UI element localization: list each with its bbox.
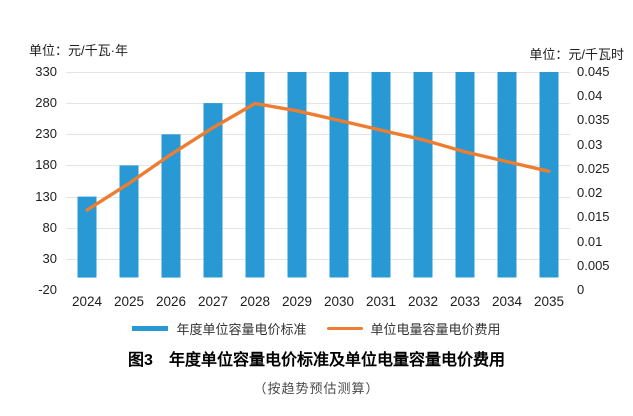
bar-series-swatch-icon [132, 326, 169, 331]
x-axis-label: 2024 [71, 294, 103, 309]
x-axis-label: 2029 [281, 294, 313, 309]
bar-2028 [245, 72, 265, 278]
bar-2032 [413, 72, 433, 278]
legend: 年度单位容量电价标准 单位电量容量电价费用 [0, 319, 633, 338]
right-axis-tick: 0.035 [577, 112, 610, 128]
right-axis-tick: 0.02 [577, 185, 603, 201]
left-axis-tick: 280 [35, 95, 57, 111]
x-axis-label: 2027 [197, 294, 229, 309]
x-axis-label: 2030 [323, 294, 355, 309]
plot-area [66, 72, 570, 278]
x-axis-label: 2026 [155, 294, 187, 309]
bar-2031 [371, 72, 391, 278]
left-axis-tick: 130 [35, 188, 57, 204]
x-axis-label: 2033 [449, 294, 481, 309]
bar-2034 [497, 72, 517, 278]
bar-2029 [287, 72, 307, 278]
left-axis-tick: 80 [42, 219, 57, 235]
chart-title: 图3 年度单位容量电价标准及单位电量容量电价费用 [128, 352, 505, 369]
bar-2026 [161, 134, 181, 278]
x-axis-label: 2034 [491, 294, 523, 309]
bar-2024 [77, 196, 97, 278]
bar-2035 [539, 72, 559, 278]
bar-2033 [455, 72, 475, 278]
left-axis-unit-label: 单位：元/千瓦·年 [29, 43, 128, 58]
bar-2025 [119, 165, 139, 278]
left-axis-tick: 180 [35, 157, 57, 173]
x-axis-label: 2028 [239, 294, 271, 309]
legend-item-bar-series: 年度单位容量电价标准 [132, 319, 307, 338]
right-axis-tick: 0.045 [577, 64, 610, 79]
bar-2030 [329, 72, 349, 278]
right-axis-tick: 0.01 [577, 233, 603, 249]
right-axis-tick: 0.005 [577, 257, 610, 273]
line-series-swatch-icon [326, 327, 363, 330]
bar-2027 [203, 103, 223, 278]
legend-bar-series-label: 年度单位容量电价标准 [176, 322, 307, 337]
right-axis-tick: 0.03 [577, 136, 603, 152]
left-axis-tick: 30 [42, 250, 57, 266]
legend-item-line-series: 单位电量容量电价费用 [326, 319, 501, 338]
line-series [85, 101, 551, 212]
legend-line-series-label: 单位电量容量电价费用 [370, 322, 501, 337]
x-axis-label: 2031 [365, 294, 397, 309]
left-axis-tick: 230 [35, 126, 57, 142]
chart-subtitle: （按趋势预估测算） [253, 381, 380, 396]
left-axis-tick: 330 [35, 64, 57, 79]
right-axis-tick: 0 [577, 282, 585, 297]
right-axis-tick: 0.04 [577, 88, 603, 104]
x-axis-label: 2032 [407, 294, 439, 309]
x-axis-label: 2035 [533, 294, 565, 309]
right-axis-tick: 0.025 [577, 160, 610, 176]
right-axis-unit-label: 单位：元/千瓦时 [529, 47, 624, 62]
right-axis-tick: 0.015 [577, 209, 610, 225]
x-axis-label: 2025 [113, 294, 145, 309]
left-axis-tick: -20 [38, 282, 57, 297]
